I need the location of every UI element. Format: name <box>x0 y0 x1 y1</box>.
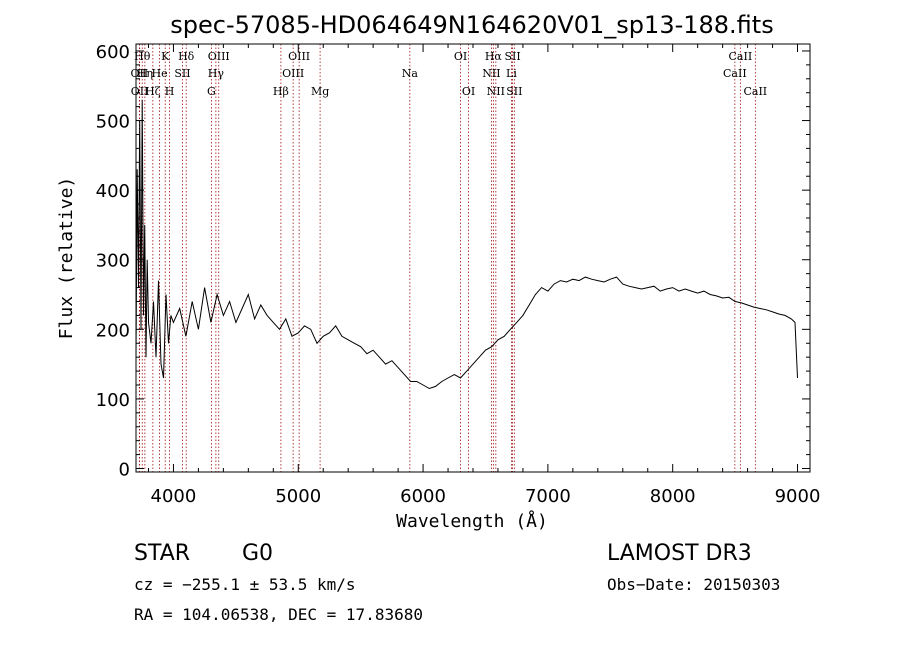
spectral-line-label: SII <box>504 50 520 63</box>
spectral-line-label: OII <box>131 85 149 98</box>
y-tick-label: 0 <box>119 460 130 481</box>
y-tick-label: 100 <box>96 390 130 411</box>
spectral-line-label: Hζ <box>145 85 161 98</box>
spectral-line-label: Li <box>506 67 517 80</box>
spectral-line-label: Na <box>402 67 419 80</box>
spectral-line-markers <box>138 44 756 472</box>
spectral-line-label: K <box>161 50 170 63</box>
spectral-line-label: OIII <box>282 67 304 80</box>
spectral-line-label: OII <box>131 67 149 80</box>
spectral-line-label: OIII <box>208 50 230 63</box>
x-tick-label: 7000 <box>525 486 571 507</box>
spectral-line-label: Hβ <box>273 85 289 98</box>
spectral-line-label: Hγ <box>208 67 225 80</box>
spectral-line-label: CaII <box>729 50 753 63</box>
spectral-line-label: Hδ <box>178 50 195 63</box>
spectrum-line <box>135 99 798 390</box>
x-tick-label: 4000 <box>151 486 197 507</box>
spectral-line-label: CaII <box>723 67 747 80</box>
y-tick-label: 200 <box>96 320 130 341</box>
x-tick-label: 6000 <box>400 486 446 507</box>
spectral-line-label: OI <box>454 50 467 63</box>
spectral-line-label: NII <box>487 85 505 98</box>
x-tick-label: 9000 <box>775 486 821 507</box>
spectral-line-label: OIII <box>288 50 310 63</box>
spectral-line-label: Hη <box>137 67 153 80</box>
spectral-line-label: CaII <box>743 85 767 98</box>
survey-name: LAMOST DR3 <box>607 541 752 566</box>
x-axis-label: Wavelength (Å) <box>396 510 548 532</box>
x-tick-label: 8000 <box>650 486 696 507</box>
chart-title: spec-57085-HD064649N164620V01_sp13-188.f… <box>170 11 773 39</box>
y-tick-label: 500 <box>96 112 130 133</box>
y-axis-ticks: 0 100 200 300 400 500 600 <box>96 42 810 481</box>
object-subclass: G0 <box>242 541 273 566</box>
spectral-line-label: NII <box>482 67 500 80</box>
spectral-line-label: SII <box>174 67 190 80</box>
y-tick-label: 600 <box>96 42 130 63</box>
spectral-line-label: Hα <box>485 50 503 63</box>
spectral-line-label: SII <box>506 85 522 98</box>
x-tick-label: 5000 <box>275 486 321 507</box>
y-tick-label: 400 <box>96 181 130 202</box>
spectral-line-label: H <box>165 85 175 98</box>
coordinates: RA = 104.06538, DEC = 17.83680 <box>134 605 423 624</box>
spectral-line-label: He <box>152 67 168 80</box>
redshift-velocity: cz = −255.1 ± 53.5 km/s <box>134 575 356 594</box>
y-axis-label: Flux (relative) <box>56 177 77 340</box>
spectral-line-label: Mg <box>311 85 329 98</box>
spectral-line-label: OI <box>462 85 475 98</box>
observation-date: Obs−Date: 20150303 <box>607 575 780 594</box>
object-class: STAR <box>134 541 190 566</box>
spectral-line-label: Hθ <box>134 50 151 63</box>
spectral-line-labels: OII OII Hθ Hη Hζ He K H SII Hδ G Hγ OIII Hβ OIII OIII Mg… <box>131 50 768 98</box>
y-tick-label: 300 <box>96 251 130 272</box>
plot-frame <box>135 43 811 473</box>
x-axis-ticks: 4000 5000 6000 7000 8000 9000 <box>147 44 821 507</box>
spectral-line-label: G <box>207 85 216 98</box>
